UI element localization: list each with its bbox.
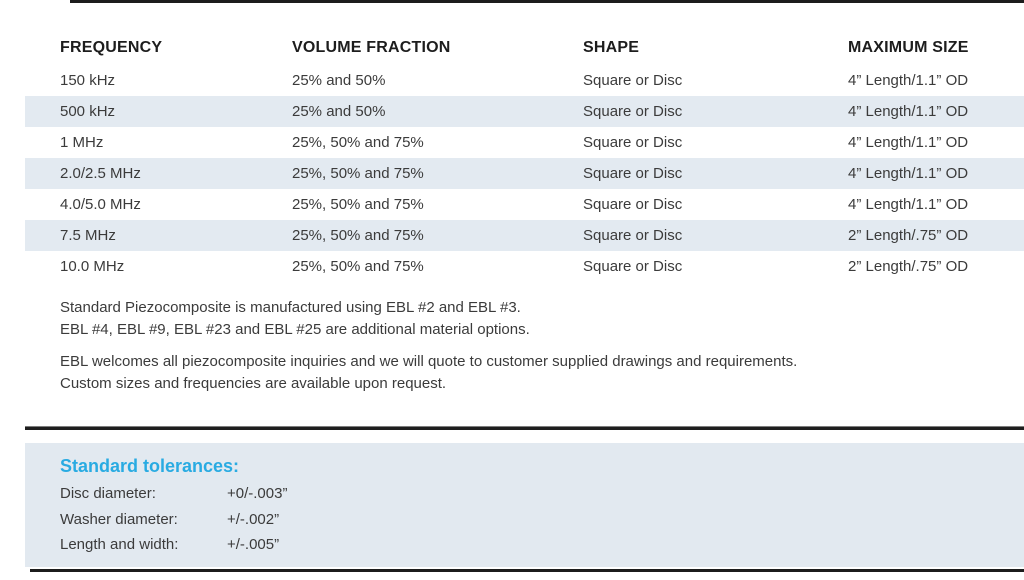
cell-maximum-size: 2” Length/.75” OD — [848, 227, 969, 244]
cell-shape: Square or Disc — [583, 227, 683, 244]
bottom-rule — [30, 569, 1024, 572]
materials-note-line1: Standard Piezocomposite is manufactured … — [60, 299, 521, 316]
tolerance-item: Washer diameter: +/-.002” — [60, 507, 1024, 533]
tolerance-label: Length and width: — [60, 536, 179, 553]
inquiries-note: EBL welcomes all piezocomposite inquirie… — [60, 351, 797, 395]
piezocomposite-spec-table: FREQUENCY VOLUME FRACTION SHAPE MAXIMUM … — [25, 31, 1024, 282]
cell-maximum-size: 2” Length/.75” OD — [848, 258, 969, 275]
tolerance-label: Washer diameter: — [60, 510, 178, 528]
cell-frequency: 2.0/2.5 MHz — [60, 165, 141, 182]
tolerance-item: Length and width: +/-.005” — [60, 532, 1024, 558]
cell-frequency: 150 kHz — [60, 72, 116, 89]
cell-frequency: 1 MHz — [60, 134, 104, 151]
materials-note-line2: EBL #4, EBL #9, EBL #23 and EBL #25 are … — [60, 321, 530, 338]
column-header-maximum-size: MAXIMUM SIZE — [848, 39, 969, 56]
cell-shape: Square or Disc — [583, 134, 683, 151]
tolerances-list: Disc diameter: +0/-.003” Washer diameter… — [60, 481, 1024, 558]
section-divider-rule — [25, 426, 1024, 430]
table-row: 500 kHz 25% and 50% Square or Disc 4” Le… — [25, 96, 1024, 127]
table-row: 2.0/2.5 MHz 25%, 50% and 75% Square or D… — [25, 158, 1024, 189]
table-row: 4.0/5.0 MHz 25%, 50% and 75% Square or D… — [25, 189, 1024, 220]
table-row: 150 kHz 25% and 50% Square or Disc 4” Le… — [25, 65, 1024, 96]
cell-volume-fraction: 25% and 50% — [292, 72, 386, 89]
tolerance-item: Disc diameter: +0/-.003” — [60, 481, 1024, 507]
cell-volume-fraction: 25% and 50% — [292, 103, 386, 120]
table-row: 7.5 MHz 25%, 50% and 75% Square or Disc … — [25, 220, 1024, 251]
table-header-row: FREQUENCY VOLUME FRACTION SHAPE MAXIMUM … — [25, 31, 1024, 65]
cell-frequency: 10.0 MHz — [60, 258, 125, 275]
cell-frequency: 4.0/5.0 MHz — [60, 196, 141, 213]
cell-volume-fraction: 25%, 50% and 75% — [292, 258, 424, 275]
cell-volume-fraction: 25%, 50% and 75% — [292, 165, 424, 182]
cell-maximum-size: 4” Length/1.1” OD — [848, 196, 969, 213]
tolerance-label: Disc diameter: — [60, 485, 156, 502]
cell-shape: Square or Disc — [583, 258, 683, 275]
inquiries-note-line1: EBL welcomes all piezocomposite inquirie… — [60, 353, 798, 370]
column-header-volume-fraction: VOLUME FRACTION — [292, 39, 451, 56]
cell-volume-fraction: 25%, 50% and 75% — [292, 227, 424, 244]
cell-frequency: 7.5 MHz — [60, 227, 116, 244]
tolerance-value: +0/-.003” — [227, 485, 288, 502]
cell-maximum-size: 4” Length/1.1” OD — [848, 165, 969, 182]
table-row: 10.0 MHz 25%, 50% and 75% Square or Disc… — [25, 251, 1024, 282]
column-header-frequency: FREQUENCY — [60, 39, 163, 56]
cell-shape: Square or Disc — [583, 196, 683, 213]
cell-volume-fraction: 25%, 50% and 75% — [292, 134, 424, 151]
cell-shape: Square or Disc — [583, 72, 683, 89]
standard-tolerances-box: Standard tolerances: Disc diameter: +0/-… — [25, 443, 1024, 567]
cell-maximum-size: 4” Length/1.1” OD — [848, 103, 969, 120]
cell-shape: Square or Disc — [583, 165, 683, 182]
table-row: 1 MHz 25%, 50% and 75% Square or Disc 4”… — [25, 127, 1024, 158]
cell-maximum-size: 4” Length/1.1” OD — [848, 72, 969, 89]
cell-maximum-size: 4” Length/1.1” OD — [848, 134, 969, 151]
materials-note: Standard Piezocomposite is manufactured … — [60, 297, 797, 341]
inquiries-note-line2: Custom sizes and frequencies are availab… — [60, 375, 447, 392]
tolerances-heading: Standard tolerances: — [60, 456, 240, 476]
cell-volume-fraction: 25%, 50% and 75% — [292, 196, 424, 213]
column-header-shape: SHAPE — [583, 39, 640, 56]
cell-frequency: 500 kHz — [60, 103, 116, 120]
tolerance-value: +/-.005” — [227, 536, 280, 553]
top-rule — [70, 0, 1024, 3]
cell-shape: Square or Disc — [583, 103, 683, 120]
tolerance-value: +/-.002” — [227, 510, 280, 528]
notes-section: Standard Piezocomposite is manufactured … — [60, 297, 797, 395]
